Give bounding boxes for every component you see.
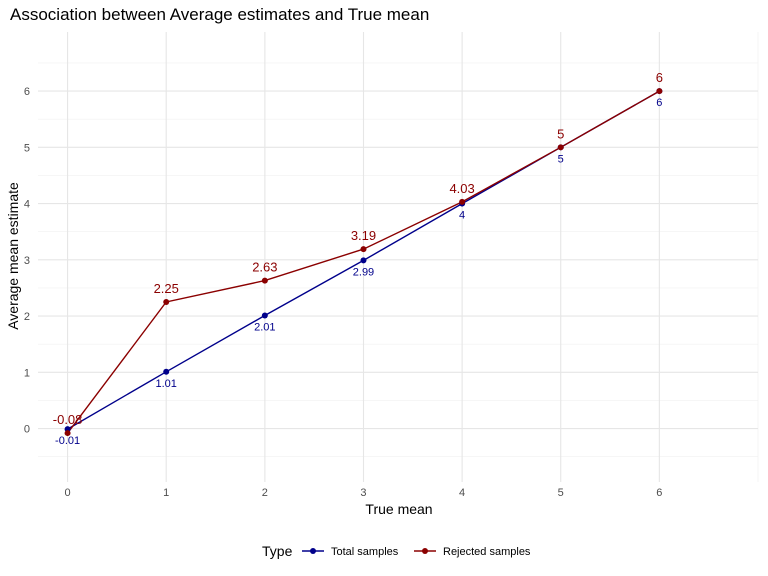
x-tick-label: 4 [459, 487, 465, 499]
gridlines [38, 32, 759, 482]
data-point [557, 144, 564, 151]
data-label: 2.99 [353, 266, 374, 278]
data-label: 5 [557, 126, 564, 141]
legend-title: Type [262, 543, 293, 559]
y-tick-label: 2 [24, 311, 30, 323]
data-point [163, 299, 170, 305]
data-label: -0.01 [55, 435, 80, 447]
x-tick-label: 1 [163, 487, 169, 499]
chart-title: Association between Average estimates an… [10, 5, 429, 24]
y-tick-label: 6 [24, 86, 30, 98]
x-axis-title: True mean [365, 501, 432, 517]
data-label: 2.01 [254, 322, 275, 334]
data-point [360, 257, 367, 264]
legend-label: Total samples [331, 546, 399, 558]
legend-label: Rejected samples [443, 546, 531, 558]
y-tick-label: 3 [24, 255, 30, 267]
data-label: 5 [558, 153, 564, 165]
data-point [261, 312, 268, 319]
y-tick-label: 0 [24, 424, 30, 436]
data-label: 2.63 [252, 260, 277, 275]
data-point [163, 368, 170, 375]
legend-key-point [310, 548, 316, 554]
x-tick-label: 2 [262, 487, 268, 499]
x-tick-label: 5 [558, 487, 564, 499]
y-axis-ticks: 0 1 2 3 4 5 6 [24, 86, 30, 436]
data-labels: -0.01 1.01 2.01 2.99 4 5 6 -0.08 2.25 2.63 3.19 4.0… [53, 70, 663, 447]
data-label: 1.01 [156, 378, 177, 390]
data-point [64, 430, 71, 437]
data-point [656, 88, 663, 95]
legend-key-point [422, 548, 428, 554]
y-axis-title: Average mean estimate [5, 182, 21, 330]
y-tick-label: 1 [24, 367, 30, 379]
data-label: 6 [656, 70, 663, 85]
x-tick-label: 6 [656, 487, 662, 499]
x-tick-label: 3 [360, 487, 366, 499]
data-point [459, 198, 466, 205]
x-axis-ticks: 0 1 2 3 4 5 6 [65, 487, 663, 499]
data-label: -0.08 [53, 412, 83, 427]
data-label: 4.03 [449, 181, 474, 196]
y-tick-label: 4 [24, 199, 30, 211]
data-label: 4 [459, 210, 465, 222]
series-points [64, 88, 663, 437]
data-label: 6 [656, 97, 662, 109]
data-point [261, 277, 268, 284]
data-label: 3.19 [351, 228, 376, 243]
legend: Type Total samples Rejected samples [262, 543, 531, 559]
data-label: 2.25 [154, 281, 179, 296]
y-tick-label: 5 [24, 142, 30, 154]
data-point [360, 246, 367, 253]
x-tick-label: 0 [65, 487, 71, 499]
